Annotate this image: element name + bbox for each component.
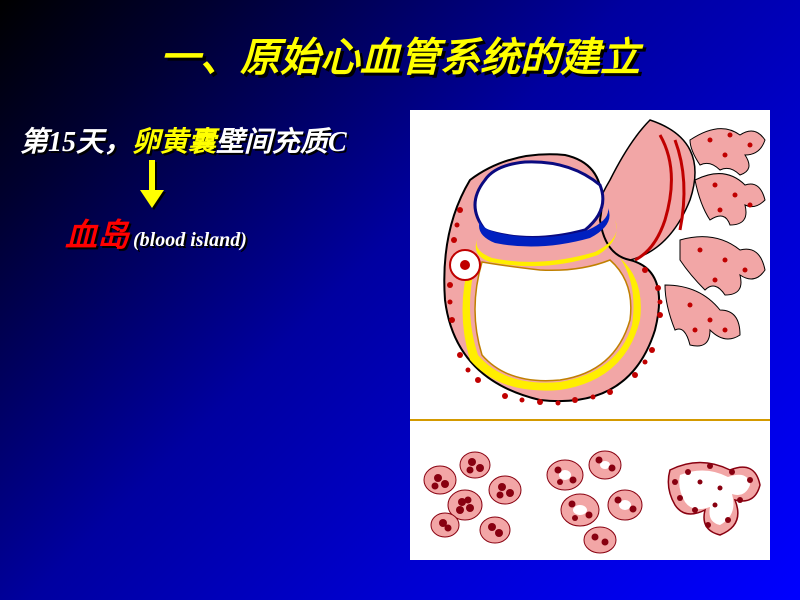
blood-island-stage-2: [547, 451, 642, 553]
arrow-down-icon: [140, 160, 164, 208]
stalk: [592, 120, 695, 260]
amniotic-cavity: [475, 162, 603, 238]
slide: 一、原始心血管系统的建立 第15天，卵黄囊壁间充质C 血岛 (blood isl…: [0, 0, 800, 600]
blood-island-stage-1: [424, 452, 521, 543]
blood-island-stage-3: [668, 463, 760, 536]
embryo-figure: [410, 110, 770, 560]
line1-highlight: 卵黄囊: [132, 127, 216, 158]
heart-primordium-dot: [460, 260, 470, 270]
text-line-1: 第15天，卵黄囊壁间充质C: [20, 120, 347, 160]
line1-suffix: 壁间充质C: [216, 127, 347, 158]
slide-title: 一、原始心血管系统的建立: [0, 25, 800, 83]
line2-main: 血岛: [65, 217, 129, 253]
line1-prefix: 第15天，: [20, 127, 132, 158]
text-line-2: 血岛 (blood island): [65, 210, 247, 256]
line2-paren: (blood island): [133, 229, 247, 251]
